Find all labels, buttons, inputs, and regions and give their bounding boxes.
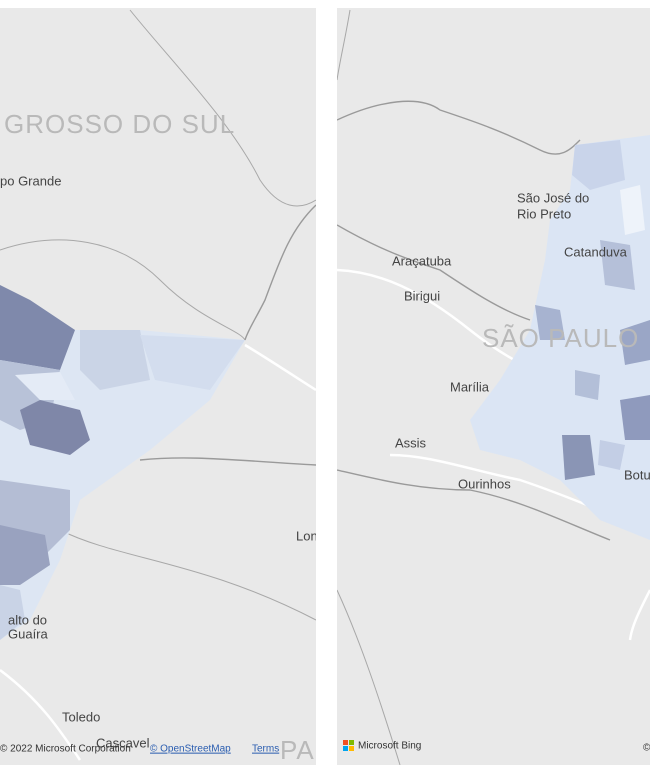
city-label: Marília (450, 379, 490, 394)
road (244, 343, 316, 392)
attribution-link[interactable]: © OpenStreetMap (150, 744, 231, 755)
city-label: Birigui (404, 288, 440, 303)
attribution: Microsoft Bing (358, 741, 421, 752)
city-label: alto do (8, 612, 47, 627)
attribution-link[interactable]: Terms (252, 744, 279, 755)
border (59, 529, 316, 621)
city-label: Rio Preto (517, 206, 571, 221)
border (129, 9, 316, 207)
attribution: © 2022 Microsoft Corporation (0, 744, 131, 755)
attribution: © (643, 743, 650, 754)
city-label: Ourinhos (458, 476, 511, 491)
river (337, 469, 611, 541)
road (628, 589, 650, 641)
river (244, 204, 316, 341)
city-label: Araçatuba (392, 253, 452, 268)
city-label: Catanduva (564, 244, 628, 259)
city-label: Cascavel (96, 735, 150, 750)
region-label: GROSSO DO SUL (4, 109, 235, 139)
city-label: São José do (517, 190, 589, 205)
border (337, 589, 401, 765)
city-label: Lon (296, 528, 318, 543)
region-label: PAR (280, 735, 335, 765)
choropleth (0, 285, 245, 640)
city-label: Assis (395, 435, 427, 450)
city-label: Toledo (62, 709, 100, 724)
choropleth (470, 135, 650, 540)
region-label: SÃO PAULO (482, 323, 639, 353)
city-label: Guaíra (8, 626, 49, 641)
border (0, 239, 246, 341)
road (0, 669, 82, 761)
right-map[interactable]: São José do Rio Preto Catanduva Araçatub… (337, 8, 650, 765)
bing-logo (343, 740, 354, 751)
left-map[interactable]: GROSSO DO SUL po Grande Lon alto do Guaí… (0, 8, 335, 765)
river (337, 224, 531, 321)
river (337, 100, 581, 155)
city-label: Botu (624, 467, 650, 482)
city-label: po Grande (0, 173, 61, 188)
river (139, 457, 316, 466)
border (337, 9, 351, 81)
